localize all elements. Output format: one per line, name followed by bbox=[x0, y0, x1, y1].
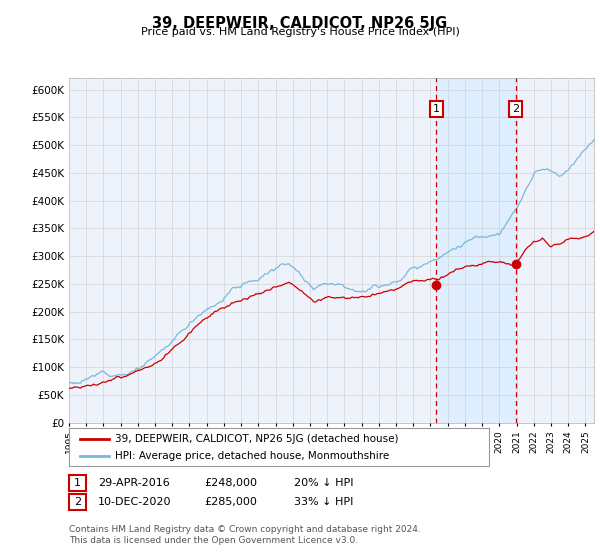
Text: HPI: Average price, detached house, Monmouthshire: HPI: Average price, detached house, Monm… bbox=[115, 451, 389, 461]
Text: Contains HM Land Registry data © Crown copyright and database right 2024.
This d: Contains HM Land Registry data © Crown c… bbox=[69, 525, 421, 545]
Text: 1: 1 bbox=[433, 104, 440, 114]
Text: Price paid vs. HM Land Registry's House Price Index (HPI): Price paid vs. HM Land Registry's House … bbox=[140, 27, 460, 37]
Text: 2: 2 bbox=[512, 104, 519, 114]
Text: 39, DEEPWEIR, CALDICOT, NP26 5JG (detached house): 39, DEEPWEIR, CALDICOT, NP26 5JG (detach… bbox=[115, 433, 398, 444]
Bar bbox=[436, 78, 515, 423]
Text: 2: 2 bbox=[74, 497, 81, 507]
Text: £285,000: £285,000 bbox=[204, 497, 257, 507]
Text: 29-APR-2016: 29-APR-2016 bbox=[98, 478, 170, 488]
Text: 39, DEEPWEIR, CALDICOT, NP26 5JG: 39, DEEPWEIR, CALDICOT, NP26 5JG bbox=[152, 16, 448, 31]
Text: 10-DEC-2020: 10-DEC-2020 bbox=[98, 497, 172, 507]
Text: 33% ↓ HPI: 33% ↓ HPI bbox=[294, 497, 353, 507]
Text: 20% ↓ HPI: 20% ↓ HPI bbox=[294, 478, 353, 488]
Text: £248,000: £248,000 bbox=[204, 478, 257, 488]
Text: 1: 1 bbox=[74, 478, 81, 488]
